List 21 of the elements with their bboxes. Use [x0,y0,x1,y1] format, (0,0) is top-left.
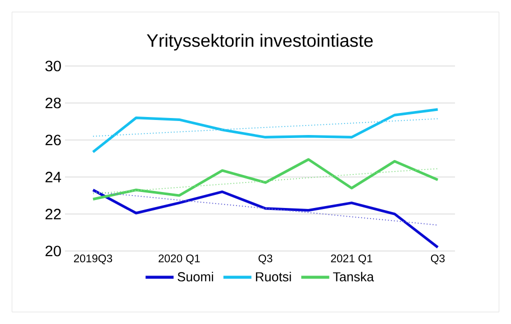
line-series [92,188,440,249]
x-tick-label: Q3 [258,254,272,264]
line-series [92,158,440,200]
line-series [92,118,438,137]
legend-label: Ruotsi [256,272,291,282]
line-series [92,191,438,226]
chart-title: Yrityssektorin investointiaste [146,34,373,50]
y-tick-label: 26 [46,134,61,146]
x-tick-label: 2019Q3 [74,254,112,264]
legend-label: Suomi [178,272,214,282]
x-tick-label: Q3 [430,254,445,264]
x-tick-label: 2021 Q1 [331,254,372,264]
line-series [92,108,440,154]
y-tick-label: 20 [46,246,61,256]
line-series [92,168,438,194]
y-tick-label: 28 [46,98,61,108]
legend-label: Tanska [333,272,374,282]
y-tick-label: 24 [46,172,62,182]
y-tick-label: 22 [46,208,61,220]
y-tick-label: 30 [45,60,61,72]
x-tick-label: 2020 Q1 [158,254,200,264]
